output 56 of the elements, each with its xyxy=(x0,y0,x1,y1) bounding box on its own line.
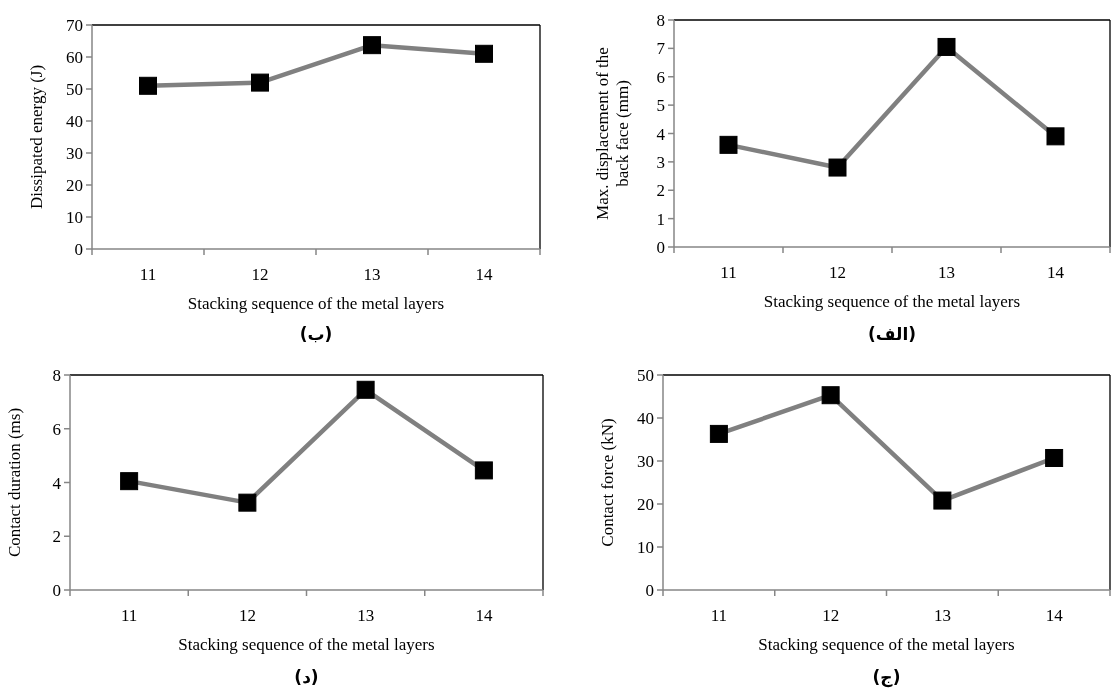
y-tick-label: 4 xyxy=(52,473,62,493)
y-tick-label: 2 xyxy=(656,181,665,201)
y-tick-label: 30 xyxy=(637,452,654,471)
x-axis-title: Stacking sequence of the metal layers xyxy=(187,294,445,313)
y-tick-label: 40 xyxy=(637,409,654,428)
text: (الف) xyxy=(867,324,917,344)
y-tick-label: 0 xyxy=(656,238,665,257)
y-tick-label: 60 xyxy=(66,48,83,67)
text: (د) xyxy=(294,667,319,687)
y-tick-label: 8 xyxy=(52,366,61,385)
y-tick-label: 3 xyxy=(656,152,665,172)
text: (ب) xyxy=(299,324,333,344)
y-tick-label: 5 xyxy=(656,96,665,116)
x-tick-label: 13 xyxy=(938,263,955,282)
x-tick-label: 12 xyxy=(251,265,269,284)
y-axis-title: Contact force (kN) xyxy=(598,418,617,547)
x-tick-label: 11 xyxy=(710,606,728,625)
y-tick-label: 0 xyxy=(645,581,654,600)
x-tick-label: 12 xyxy=(829,263,846,282)
y-tick-label: 50 xyxy=(66,80,83,99)
y-tick-label: 0 xyxy=(74,240,83,259)
y-tick-label: 50 xyxy=(637,366,654,385)
x-tick-label: 12 xyxy=(822,606,840,625)
y-tick-label: 8 xyxy=(656,11,665,30)
x-axis-title: Stacking sequence of the metal layers xyxy=(178,635,435,654)
x-tick-label: 13 xyxy=(933,606,951,625)
y-axis-title: Contact duration (ms) xyxy=(5,407,24,558)
y-tick-label: 20 xyxy=(66,176,83,195)
x-tick-label: 13 xyxy=(357,606,375,625)
y-tick-label: 6 xyxy=(656,67,665,87)
y-tick-label: 10 xyxy=(66,208,83,227)
x-tick-label: 13 xyxy=(363,265,381,284)
x-tick-label: 14 xyxy=(475,606,493,625)
x-tick-label: 11 xyxy=(720,263,737,282)
y-tick-label: 30 xyxy=(66,144,83,163)
y-tick-label: 70 xyxy=(66,16,83,35)
x-tick-label: 12 xyxy=(238,606,256,625)
text: (ج) xyxy=(872,667,901,688)
y-axis-title: Max. displacement of the back face (mm) xyxy=(593,47,632,220)
y-tick-label: 1 xyxy=(656,209,665,229)
x-tick-label: 11 xyxy=(120,606,138,625)
y-tick-label: 40 xyxy=(66,112,83,131)
x-axis-title: Stacking sequence of the metal layers xyxy=(763,292,1021,311)
x-tick-label: 14 xyxy=(1047,263,1065,282)
y-tick-label: 4 xyxy=(656,124,666,144)
y-tick-label: 10 xyxy=(637,538,654,557)
y-tick-label: 7 xyxy=(656,39,666,59)
x-axis-title: Stacking sequence of the metal layers xyxy=(758,635,1015,654)
y-tick-label: 20 xyxy=(637,495,654,514)
x-tick-label: 14 xyxy=(475,265,493,284)
y-tick-label: 0 xyxy=(52,581,61,600)
y-tick-label: 6 xyxy=(52,419,61,439)
x-tick-label: 11 xyxy=(139,265,157,284)
y-tick-label: 2 xyxy=(52,527,61,547)
y-axis-title: Dissipated energy (J) xyxy=(27,64,46,210)
x-tick-label: 14 xyxy=(1045,606,1064,625)
